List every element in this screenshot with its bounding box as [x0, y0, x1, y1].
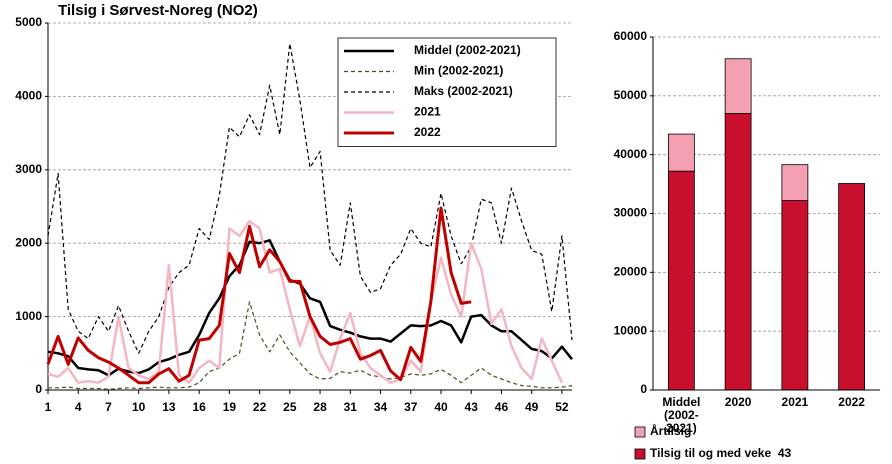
x-tick-label: 7	[105, 400, 112, 414]
y-tick-label: 5000	[15, 15, 42, 29]
chart-title: Tilsig i Sørvest-Noreg (NO2)	[58, 2, 258, 19]
legend-box	[337, 37, 557, 147]
series-line	[47, 219, 564, 384]
bar-segment	[838, 183, 866, 391]
x-tick-label: 49	[525, 400, 539, 414]
legend-label: Middel (2002-2021)	[414, 43, 521, 57]
x-tick-label: 43	[465, 400, 479, 414]
bar-segment	[781, 164, 809, 201]
x-tick-label: 28	[313, 400, 327, 414]
bar-segment	[724, 58, 752, 114]
y-tick-label: 30000	[614, 206, 648, 220]
y-tick-label: 50000	[614, 88, 648, 102]
x-tick-label: 13	[162, 400, 176, 414]
x-tick-label: Middel (2002-2021)	[662, 395, 701, 435]
series-line	[46, 206, 472, 385]
x-tick-label: 2022	[838, 395, 865, 409]
x-tick-label: 34	[374, 400, 388, 414]
x-tick-label: 25	[283, 400, 297, 414]
legend-label: Maks (2002-2021)	[414, 84, 513, 98]
y-tick-label: 3000	[15, 162, 42, 176]
x-tick-label: 16	[192, 400, 206, 414]
x-tick-label: 19	[223, 400, 237, 414]
x-tick-label: 31	[344, 400, 358, 414]
x-tick-label: 46	[495, 400, 509, 414]
bar-segment	[781, 200, 809, 391]
y-tick-label: 4000	[15, 89, 42, 103]
bar-segment	[667, 133, 695, 172]
bar-segment	[667, 170, 695, 391]
y-tick-label: 0	[640, 382, 647, 396]
legend-label: 2021	[414, 105, 441, 119]
x-tick-label: 52	[555, 400, 569, 414]
x-tick-label: 37	[404, 400, 418, 414]
x-tick-label: 1	[45, 400, 52, 414]
y-tick-label: 1000	[15, 309, 42, 323]
x-tick-label: 22	[253, 400, 267, 414]
y-tick-label: 60000	[614, 29, 648, 43]
y-tick-label: 40000	[614, 147, 648, 161]
x-tick-label: 40	[434, 400, 448, 414]
legend-swatch	[634, 426, 646, 438]
y-tick-label: 20000	[614, 265, 648, 279]
x-tick-label: 2021	[781, 395, 809, 409]
y-tick-label: 0	[35, 382, 42, 396]
series-line	[47, 43, 573, 354]
legend-label: 2022	[414, 125, 441, 139]
series-line	[48, 301, 573, 390]
legend-label: Årtilsig	[650, 423, 691, 438]
x-tick-label: 10	[132, 400, 146, 414]
y-tick-label: 2000	[15, 235, 42, 249]
legend-label: Min (2002-2021)	[414, 64, 503, 78]
legend-swatch	[634, 448, 646, 460]
bar-segment	[724, 113, 752, 391]
x-tick-label: 4	[75, 400, 82, 414]
y-tick-label: 10000	[614, 323, 648, 337]
legend-label: Tilsig til og med veke 43	[650, 446, 791, 460]
x-tick-label: 2020	[724, 395, 752, 409]
